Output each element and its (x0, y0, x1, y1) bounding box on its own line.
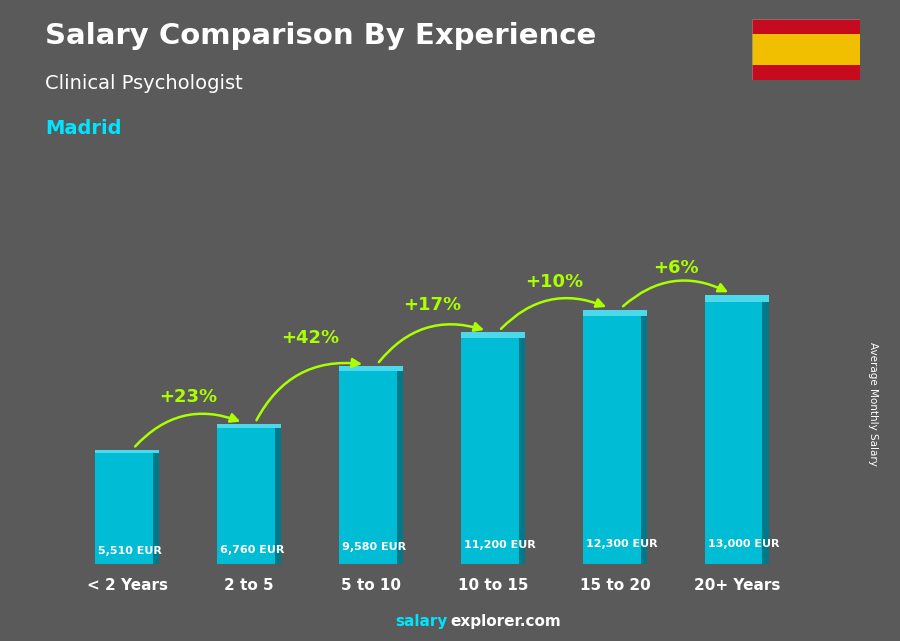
FancyBboxPatch shape (583, 310, 646, 564)
Text: explorer.com: explorer.com (450, 615, 561, 629)
FancyBboxPatch shape (339, 366, 402, 564)
FancyBboxPatch shape (274, 424, 281, 564)
FancyBboxPatch shape (518, 333, 525, 564)
FancyBboxPatch shape (705, 296, 769, 302)
FancyBboxPatch shape (397, 366, 402, 564)
Text: +6%: +6% (653, 259, 698, 277)
Text: 5,510 EUR: 5,510 EUR (98, 546, 162, 556)
Text: 12,300 EUR: 12,300 EUR (586, 539, 657, 549)
Text: 11,200 EUR: 11,200 EUR (464, 540, 536, 551)
FancyBboxPatch shape (339, 366, 402, 371)
Text: salary: salary (395, 615, 447, 629)
FancyBboxPatch shape (762, 296, 769, 564)
Text: 9,580 EUR: 9,580 EUR (342, 542, 406, 552)
Text: 6,760 EUR: 6,760 EUR (220, 545, 284, 555)
FancyBboxPatch shape (462, 333, 525, 338)
Text: Madrid: Madrid (45, 119, 122, 138)
FancyBboxPatch shape (218, 424, 281, 564)
FancyBboxPatch shape (583, 310, 646, 316)
FancyBboxPatch shape (218, 424, 281, 428)
Text: Average Monthly Salary: Average Monthly Salary (868, 342, 878, 466)
Text: +17%: +17% (403, 296, 461, 314)
FancyBboxPatch shape (95, 450, 159, 564)
Text: +10%: +10% (525, 273, 583, 291)
FancyBboxPatch shape (641, 310, 646, 564)
Text: +23%: +23% (159, 388, 217, 406)
FancyBboxPatch shape (462, 333, 525, 564)
FancyBboxPatch shape (95, 450, 159, 453)
FancyBboxPatch shape (705, 296, 769, 564)
Text: Clinical Psychologist: Clinical Psychologist (45, 74, 243, 93)
Bar (752, 35, 860, 65)
Text: Salary Comparison By Experience: Salary Comparison By Experience (45, 22, 596, 51)
Text: +42%: +42% (281, 329, 339, 347)
Text: 13,000 EUR: 13,000 EUR (707, 538, 779, 549)
FancyBboxPatch shape (153, 450, 159, 564)
